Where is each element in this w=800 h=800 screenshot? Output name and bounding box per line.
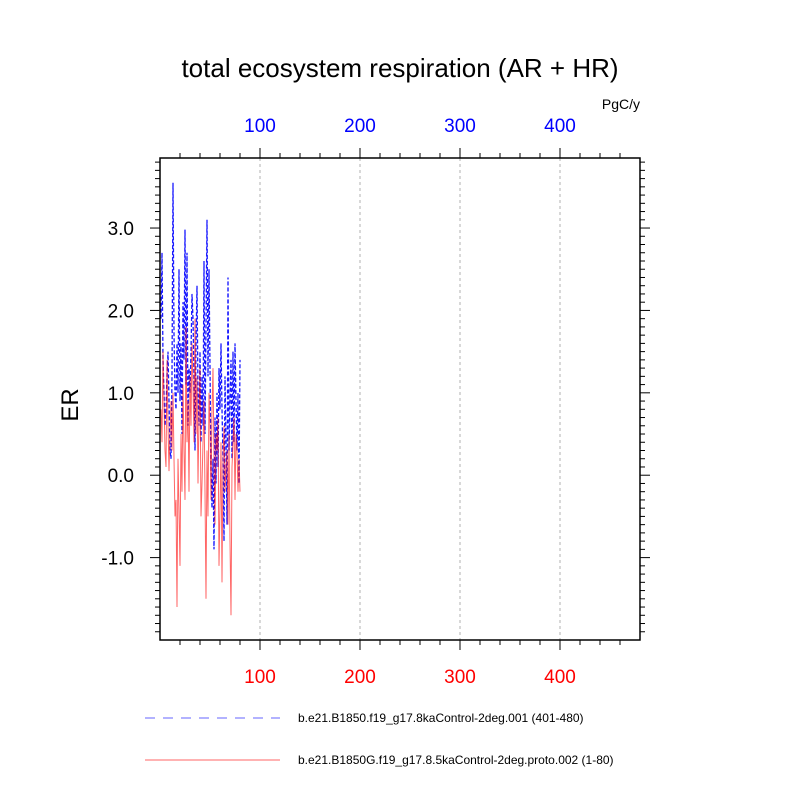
legend-label-2: b.e21.B1850G.f19_g17.8.5kaControl-2deg.p…	[298, 753, 614, 767]
x-tick-label-top: 200	[344, 116, 376, 137]
y-tick-label: 1.0	[108, 384, 134, 405]
x-tick-label-bottom: 300	[444, 667, 476, 688]
y-tick-label: 2.0	[108, 301, 134, 322]
x-tick-label-bottom: 400	[544, 667, 576, 688]
x-tick-label-top: 400	[544, 116, 576, 137]
legend-label-1: b.e21.B1850.f19_g17.8kaControl-2deg.001 …	[298, 711, 584, 725]
y-tick-label: -1.0	[101, 549, 134, 570]
x-tick-label-top: 100	[244, 116, 276, 137]
legend: b.e21.B1850.f19_g17.8kaControl-2deg.001 …	[145, 711, 614, 767]
series-lines	[160, 182, 241, 616]
chart-title: total ecosystem respiration (AR + HR)	[181, 53, 618, 83]
y-axis-label: ER	[57, 388, 84, 421]
y-tick-label: 0.0	[108, 466, 134, 487]
x-tick-label-bottom: 200	[344, 667, 376, 688]
plot-frame	[159, 157, 641, 641]
x-tick-label-bottom: 100	[244, 667, 276, 688]
series-line-2	[160, 318, 241, 616]
units-label: PgC/y	[602, 96, 640, 112]
axis-ticks: 100 100 200 200 300 300 400 400 -1.0 0.0 1.0 2.0 3.0	[101, 116, 650, 688]
y-tick-label: 3.0	[108, 219, 134, 240]
grid-lines	[259, 158, 561, 640]
x-tick-label-top: 300	[444, 116, 476, 137]
